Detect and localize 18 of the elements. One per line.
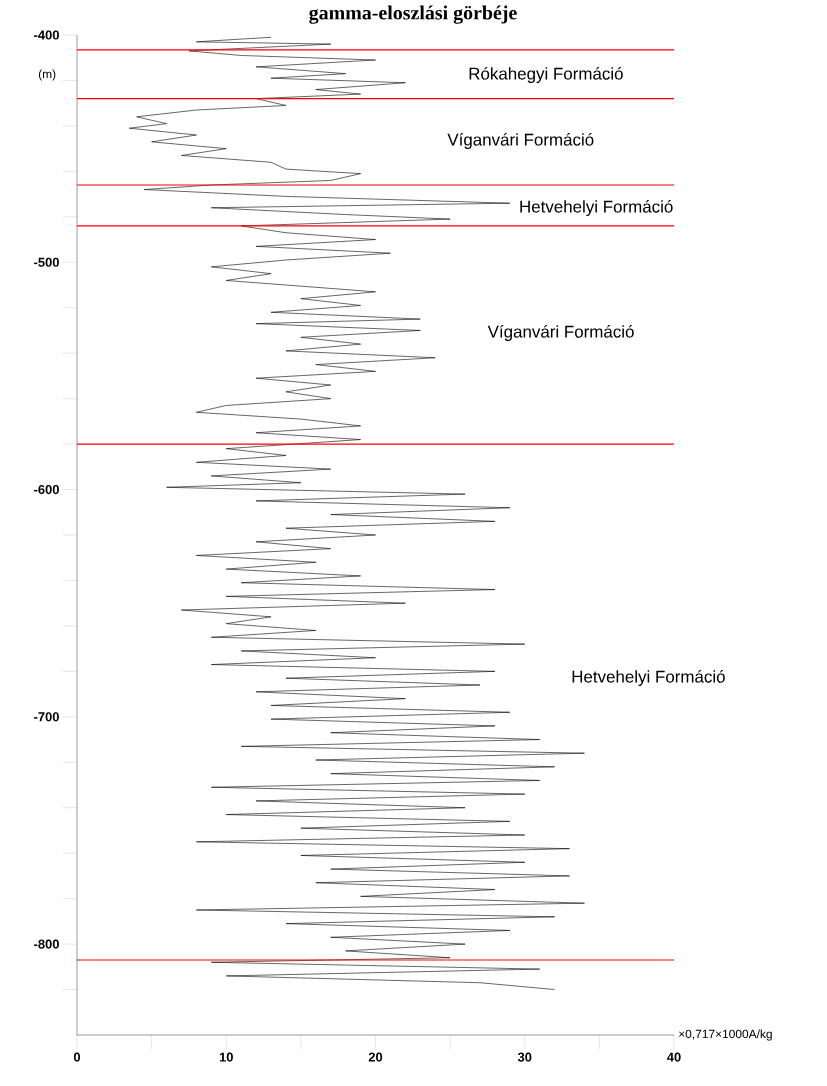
y-axis-title: (m) bbox=[38, 69, 56, 81]
annotation: Rókahegyi Formáció bbox=[469, 67, 623, 83]
annotation: Víganvári Formáció bbox=[447, 133, 594, 150]
y-tick-label: -700 bbox=[34, 712, 59, 722]
x-tick-label: 30 bbox=[517, 1052, 532, 1062]
x-axis-title: ×0,717×1000A/kg bbox=[679, 1029, 772, 1041]
x-tick-label: 10 bbox=[219, 1052, 233, 1062]
y-tick-label: -600 bbox=[34, 484, 59, 495]
annotation: Hetvehelyi Formáció bbox=[520, 200, 673, 217]
y-tick-label: -800 bbox=[34, 939, 59, 949]
x-tick-label: 0 bbox=[73, 1052, 81, 1062]
annotation: Hetvehelyi Formáció bbox=[572, 670, 725, 686]
annotation: Víganvári Formáció bbox=[487, 325, 634, 342]
x-tick-label: 20 bbox=[368, 1052, 383, 1062]
y-tick-label: -400 bbox=[34, 30, 59, 40]
chart-title: gamma-eloszlási görbéje bbox=[309, 5, 517, 24]
x-tick-label: 40 bbox=[667, 1052, 681, 1062]
y-tick-label: -500 bbox=[34, 257, 59, 267]
